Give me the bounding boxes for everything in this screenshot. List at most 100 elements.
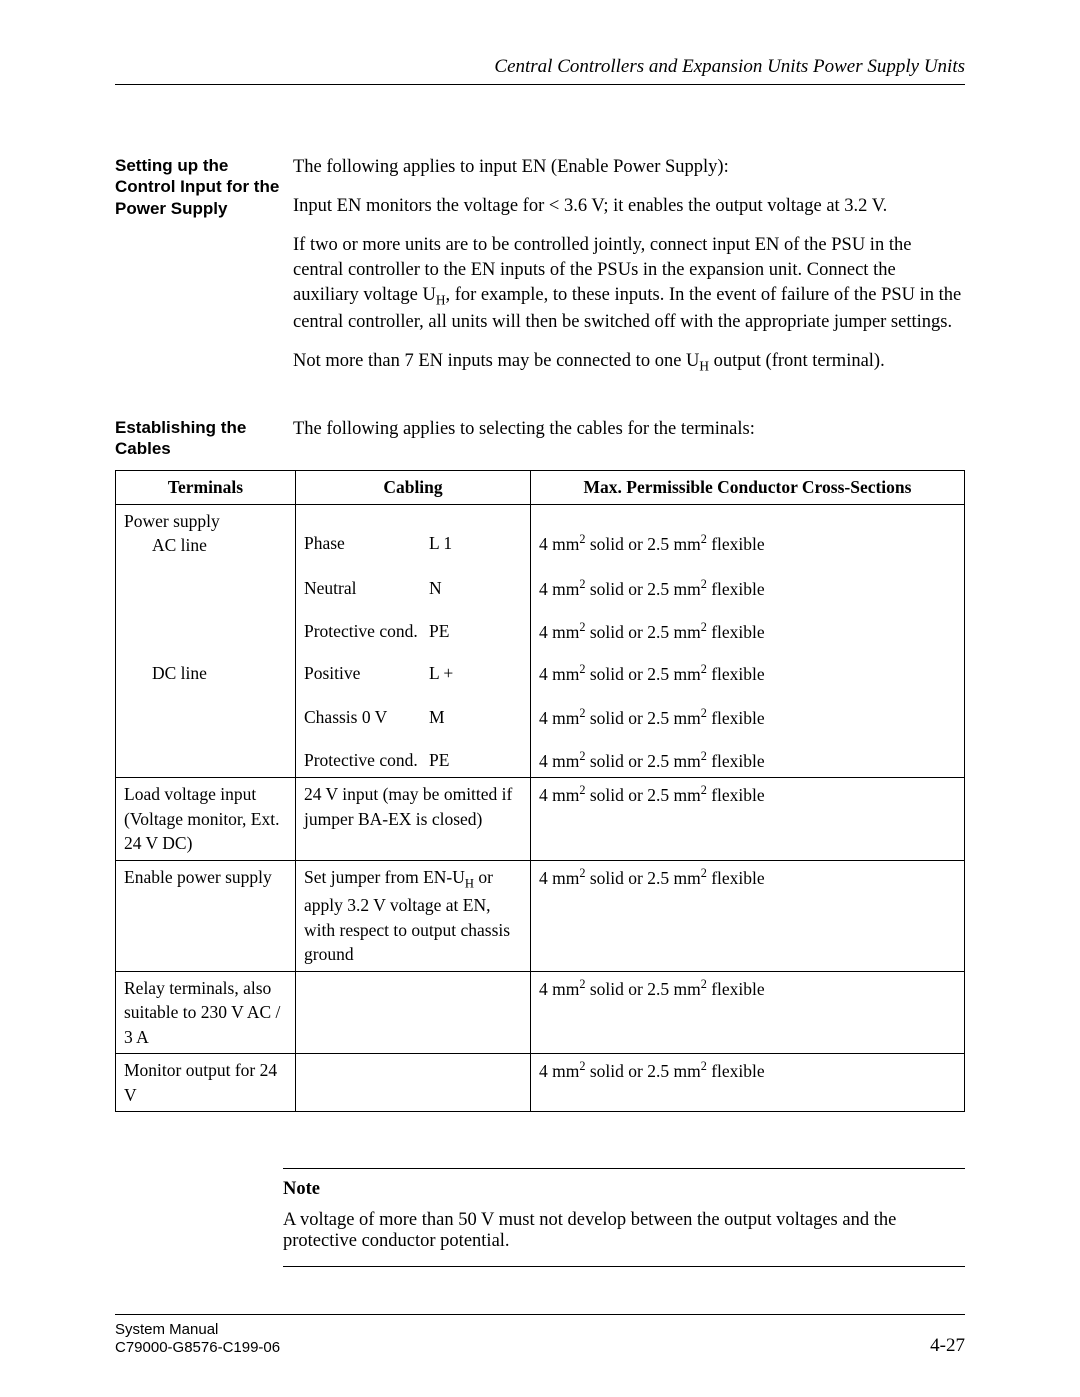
cell	[296, 1054, 531, 1112]
text: flexible	[707, 1061, 765, 1081]
cell: 4 mm2 solid or 2.5 mm2 flexible	[531, 691, 965, 734]
subscript: H	[465, 876, 474, 890]
table-row: Monitor output for 24 V 4 mm2 solid or 2…	[116, 1054, 965, 1112]
text: AC line	[124, 535, 207, 555]
cell: 4 mm2 solid or 2.5 mm2 flexible	[531, 778, 965, 861]
text: 4 mm	[539, 533, 579, 553]
cell: Enable power supply	[116, 860, 296, 971]
text: Phase	[304, 531, 429, 556]
table-row: NeutralN 4 mm2 solid or 2.5 mm2 flexible	[116, 562, 965, 605]
th-cross-sections: Max. Permissible Conductor Cross-Section…	[531, 470, 965, 504]
divider	[283, 1266, 965, 1267]
page-footer: System Manual C79000-G8576-C199-06 4-27	[115, 1314, 965, 1357]
cell: Set jumper from EN-UH or apply 3.2 V vol…	[296, 860, 531, 971]
cell: 4 mm2 solid or 2.5 mm2 flexible	[531, 734, 965, 778]
text: Chassis 0 V	[304, 705, 429, 730]
cell	[296, 971, 531, 1054]
text: solid or 2.5 mm	[585, 751, 700, 771]
th-cabling: Cabling	[296, 470, 531, 504]
text: Positive	[304, 661, 429, 686]
table-row: Power supply AC line PhaseL 1 4 mm2 soli…	[116, 504, 965, 562]
note-text: A voltage of more than 50 V must not dev…	[283, 1210, 965, 1252]
cell	[116, 691, 296, 734]
text: output (front terminal).	[709, 351, 885, 371]
table-row: Protective cond.PE 4 mm2 solid or 2.5 mm…	[116, 605, 965, 658]
table-row: Relay terminals, also suitable to 230 V …	[116, 971, 965, 1054]
para: If two or more units are to be controlle…	[293, 233, 965, 335]
text: Power supply	[124, 511, 220, 531]
text: DC line	[124, 663, 207, 683]
cell: 24 V input (may be omitted if jumper BA-…	[296, 778, 531, 861]
cell: 4 mm2 solid or 2.5 mm2 flexible	[531, 504, 965, 562]
cable-table: Terminals Cabling Max. Permissible Condu…	[115, 470, 965, 1112]
cell	[116, 562, 296, 605]
text: Set jumper from EN-U	[304, 867, 465, 887]
text: Not more than 7 EN inputs may be connect…	[293, 351, 699, 371]
cell	[116, 734, 296, 778]
text: solid or 2.5 mm	[585, 664, 700, 684]
text: PE	[429, 621, 449, 641]
text: 4 mm	[539, 622, 579, 642]
para: The following applies to selecting the c…	[293, 417, 965, 442]
table-row: Chassis 0 VM 4 mm2 solid or 2.5 mm2 flex…	[116, 691, 965, 734]
text: solid or 2.5 mm	[585, 785, 700, 805]
text: flexible	[707, 708, 765, 728]
text: 4 mm	[539, 978, 579, 998]
cell: PhaseL 1	[296, 504, 531, 562]
divider	[283, 1168, 965, 1169]
text: 4 mm	[539, 708, 579, 728]
text: solid or 2.5 mm	[585, 1061, 700, 1081]
text: Protective cond.	[304, 748, 429, 773]
text: N	[429, 578, 442, 598]
cell: PositiveL +	[296, 657, 531, 690]
para: The following applies to input EN (Enabl…	[293, 155, 965, 180]
text: M	[429, 707, 445, 727]
cell: Chassis 0 VM	[296, 691, 531, 734]
table-row: Enable power supply Set jumper from EN-U…	[116, 860, 965, 971]
cell: Relay terminals, also suitable to 230 V …	[116, 971, 296, 1054]
cell: 4 mm2 solid or 2.5 mm2 flexible	[531, 1054, 965, 1112]
cell: Power supply AC line	[116, 504, 296, 562]
cell: 4 mm2 solid or 2.5 mm2 flexible	[531, 971, 965, 1054]
text: solid or 2.5 mm	[585, 708, 700, 728]
text: solid or 2.5 mm	[585, 578, 700, 598]
subscript: H	[699, 358, 709, 373]
text: 3.6 V; it enables the output voltage at …	[559, 196, 887, 216]
text: solid or 2.5 mm	[585, 622, 700, 642]
text: PE	[429, 750, 449, 770]
cell: Load voltage input (Voltage monitor, Ext…	[116, 778, 296, 861]
text: flexible	[707, 664, 765, 684]
section-control-input: Setting up the Control Input for the Pow…	[115, 155, 965, 389]
text: 4 mm	[539, 578, 579, 598]
cell: Protective cond.PE	[296, 605, 531, 658]
body-control-input: The following applies to input EN (Enabl…	[293, 155, 965, 389]
side-label-cables: Establishing the Cables	[115, 417, 293, 460]
text: flexible	[707, 533, 765, 553]
cell: Monitor output for 24 V	[116, 1054, 296, 1112]
text: 4 mm	[539, 664, 579, 684]
subscript: H	[436, 293, 446, 308]
cell	[116, 605, 296, 658]
cell: NeutralN	[296, 562, 531, 605]
text: L +	[429, 663, 453, 683]
text: Neutral	[304, 576, 429, 601]
cell: 4 mm2 solid or 2.5 mm2 flexible	[531, 860, 965, 971]
text: solid or 2.5 mm	[585, 978, 700, 998]
table-header-row: Terminals Cabling Max. Permissible Condu…	[116, 470, 965, 504]
text: solid or 2.5 mm	[585, 533, 700, 553]
note-label: Note	[283, 1179, 965, 1200]
body-cables: The following applies to selecting the c…	[293, 417, 965, 460]
cell: Protective cond.PE	[296, 734, 531, 778]
table-row: Protective cond.PE 4 mm2 solid or 2.5 mm…	[116, 734, 965, 778]
cell: 4 mm2 solid or 2.5 mm2 flexible	[531, 657, 965, 690]
th-terminals: Terminals	[116, 470, 296, 504]
text: L 1	[429, 533, 452, 553]
note-block: Note A voltage of more than 50 V must no…	[283, 1168, 965, 1267]
section-cables: Establishing the Cables The following ap…	[115, 417, 965, 460]
text: <	[549, 196, 559, 216]
text: solid or 2.5 mm	[585, 868, 700, 888]
text: 4 mm	[539, 785, 579, 805]
cell: 4 mm2 solid or 2.5 mm2 flexible	[531, 562, 965, 605]
text: 4 mm	[539, 751, 579, 771]
text: flexible	[707, 785, 765, 805]
